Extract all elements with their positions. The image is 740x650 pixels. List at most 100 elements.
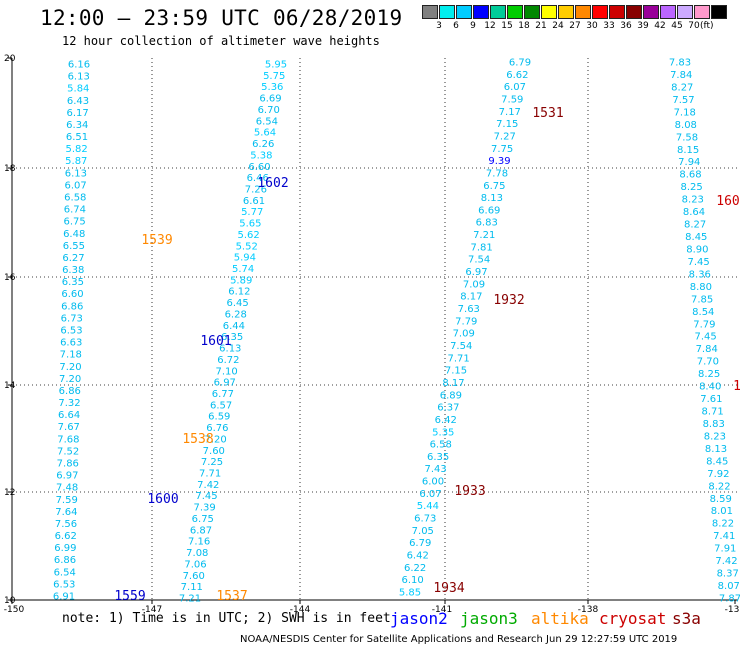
wave-height-value: 6.37 bbox=[437, 403, 459, 414]
page-title: 12:00 – 23:59 UTC 06/28/2019 bbox=[40, 6, 403, 30]
wave-height-value: 7.21 bbox=[179, 594, 201, 605]
wave-height-value: 7.87 bbox=[719, 594, 740, 605]
legend-tick: 30 bbox=[586, 21, 598, 31]
wave-height-value: 7.27 bbox=[494, 132, 516, 143]
legend-swatch bbox=[439, 5, 455, 19]
wave-height-value: 6.43 bbox=[67, 96, 89, 107]
wave-height-value: 6.13 bbox=[65, 168, 87, 179]
wave-height-value: 7.71 bbox=[447, 353, 469, 364]
wave-height-value: 6.35 bbox=[221, 332, 243, 343]
legend-tick: 33 bbox=[603, 21, 615, 31]
wave-height-value: 8.64 bbox=[683, 207, 705, 218]
x-tick-label: -138 bbox=[578, 605, 599, 615]
pass-time-stamp: 1537 bbox=[216, 589, 247, 604]
wave-height-value: 7.54 bbox=[468, 255, 490, 266]
legend-swatch bbox=[660, 5, 676, 19]
satellite-label: altika bbox=[531, 609, 589, 628]
wave-height-value: 8.45 bbox=[706, 456, 728, 467]
satellite-label: cryosat bbox=[599, 609, 667, 628]
wave-height-value: 8.17 bbox=[460, 292, 482, 303]
wave-height-value: 6.97 bbox=[214, 378, 236, 389]
wave-height-value: 8.27 bbox=[684, 220, 706, 231]
wave-height-value: 7.60 bbox=[183, 571, 205, 582]
x-tick-label: -13 bbox=[725, 605, 740, 615]
wave-height-value: 7.06 bbox=[184, 559, 206, 570]
wave-height-value: 7.78 bbox=[486, 168, 508, 179]
wave-height-value: 7.84 bbox=[696, 344, 718, 355]
wave-height-value: 6.27 bbox=[62, 253, 84, 264]
pass-time-stamp: 1932 bbox=[493, 293, 524, 308]
wave-height-value: 8.40 bbox=[699, 382, 721, 393]
wave-height-value: 6.53 bbox=[60, 326, 82, 337]
wave-height-value: 8.80 bbox=[690, 282, 712, 293]
y-tick-label: 20 bbox=[4, 54, 16, 64]
legend-swatch bbox=[456, 5, 472, 19]
wave-height-value: 7.05 bbox=[412, 526, 434, 537]
legend-tick: 42 bbox=[654, 21, 666, 31]
wave-height-value: 6.34 bbox=[66, 120, 88, 131]
wave-height-value: 6.62 bbox=[506, 70, 528, 81]
wave-height-value: 6.54 bbox=[54, 567, 76, 578]
legend-tick: 39 bbox=[637, 21, 649, 31]
wave-height-value: 7.83 bbox=[669, 58, 691, 69]
wave-height-value: 6.54 bbox=[256, 116, 278, 127]
wave-height-value: 8.22 bbox=[708, 481, 730, 492]
wave-height-value: 8.54 bbox=[692, 307, 714, 318]
wave-height-value: 7.91 bbox=[714, 544, 736, 555]
page-subtitle: 12 hour collection of altimeter wave hei… bbox=[62, 34, 380, 48]
wave-height-value: 7.59 bbox=[56, 495, 78, 506]
wave-height-value: 6.16 bbox=[68, 60, 90, 71]
wave-height-value: 6.86 bbox=[59, 386, 81, 397]
legend-tick: 15 bbox=[501, 21, 513, 31]
wave-height-value: 6.58 bbox=[64, 193, 86, 204]
wave-height-value: 6.99 bbox=[54, 543, 76, 554]
wave-height-value: 6.97 bbox=[465, 267, 487, 278]
wave-height-value: 7.39 bbox=[193, 503, 215, 514]
legend-tick: 70 bbox=[688, 21, 700, 31]
wave-height-value: 7.10 bbox=[215, 366, 237, 377]
wave-height-value: 8.08 bbox=[675, 120, 697, 131]
wave-height-value: 6.38 bbox=[62, 265, 84, 276]
pass-time-stamp: 1539 bbox=[141, 233, 172, 248]
wave-height-value: 7.60 bbox=[203, 446, 225, 457]
legend-tick: 6 bbox=[453, 21, 459, 31]
wave-height-value: 7.42 bbox=[197, 480, 219, 491]
legend-swatch bbox=[524, 5, 540, 19]
wave-height-value: 7.42 bbox=[715, 556, 737, 567]
wave-height-value: 8.37 bbox=[717, 569, 739, 580]
wave-height-value: 8.01 bbox=[711, 506, 733, 517]
wave-height-value: 6.42 bbox=[407, 551, 429, 562]
wave-height-value: 7.79 bbox=[455, 316, 477, 327]
wave-height-value: 6.87 bbox=[190, 525, 212, 536]
wave-height-value: 6.48 bbox=[63, 229, 85, 240]
wave-height-value: 8.25 bbox=[680, 182, 702, 193]
wave-height-value: 5.35 bbox=[432, 427, 454, 438]
wave-height-value: 7.18 bbox=[674, 107, 696, 118]
wave-height-value: 7.20 bbox=[59, 362, 81, 373]
legend-unit: (ft) bbox=[700, 21, 714, 31]
wave-height-value: 8.17 bbox=[442, 378, 464, 389]
legend-swatch bbox=[711, 5, 727, 19]
wave-height-value: 5.64 bbox=[254, 128, 276, 139]
pass-time-stamp: 1538 bbox=[182, 432, 213, 447]
wave-height-value: 5.95 bbox=[265, 60, 287, 71]
wave-height-value: 7.85 bbox=[691, 294, 713, 305]
wave-height-value: 5.75 bbox=[263, 71, 285, 82]
wave-height-value: 6.83 bbox=[476, 218, 498, 229]
wave-height-value: 6.73 bbox=[61, 313, 83, 324]
wave-height-value: 7.20 bbox=[59, 374, 81, 385]
legend-tick: 18 bbox=[518, 21, 530, 31]
legend-tick: 12 bbox=[484, 21, 496, 31]
wave-height-value: 5.84 bbox=[67, 84, 89, 95]
wave-height-value: 7.45 bbox=[195, 491, 217, 502]
wave-height-value: 6.58 bbox=[430, 440, 452, 451]
legend-swatch bbox=[575, 5, 591, 19]
wave-height-value: 7.59 bbox=[501, 95, 523, 106]
legend-swatch bbox=[626, 5, 642, 19]
wave-height-value: 7.58 bbox=[676, 132, 698, 143]
wave-height-value: 7.16 bbox=[188, 537, 210, 548]
wave-height-value: 6.10 bbox=[401, 575, 423, 586]
wave-height-value: 5.85 bbox=[399, 588, 421, 599]
